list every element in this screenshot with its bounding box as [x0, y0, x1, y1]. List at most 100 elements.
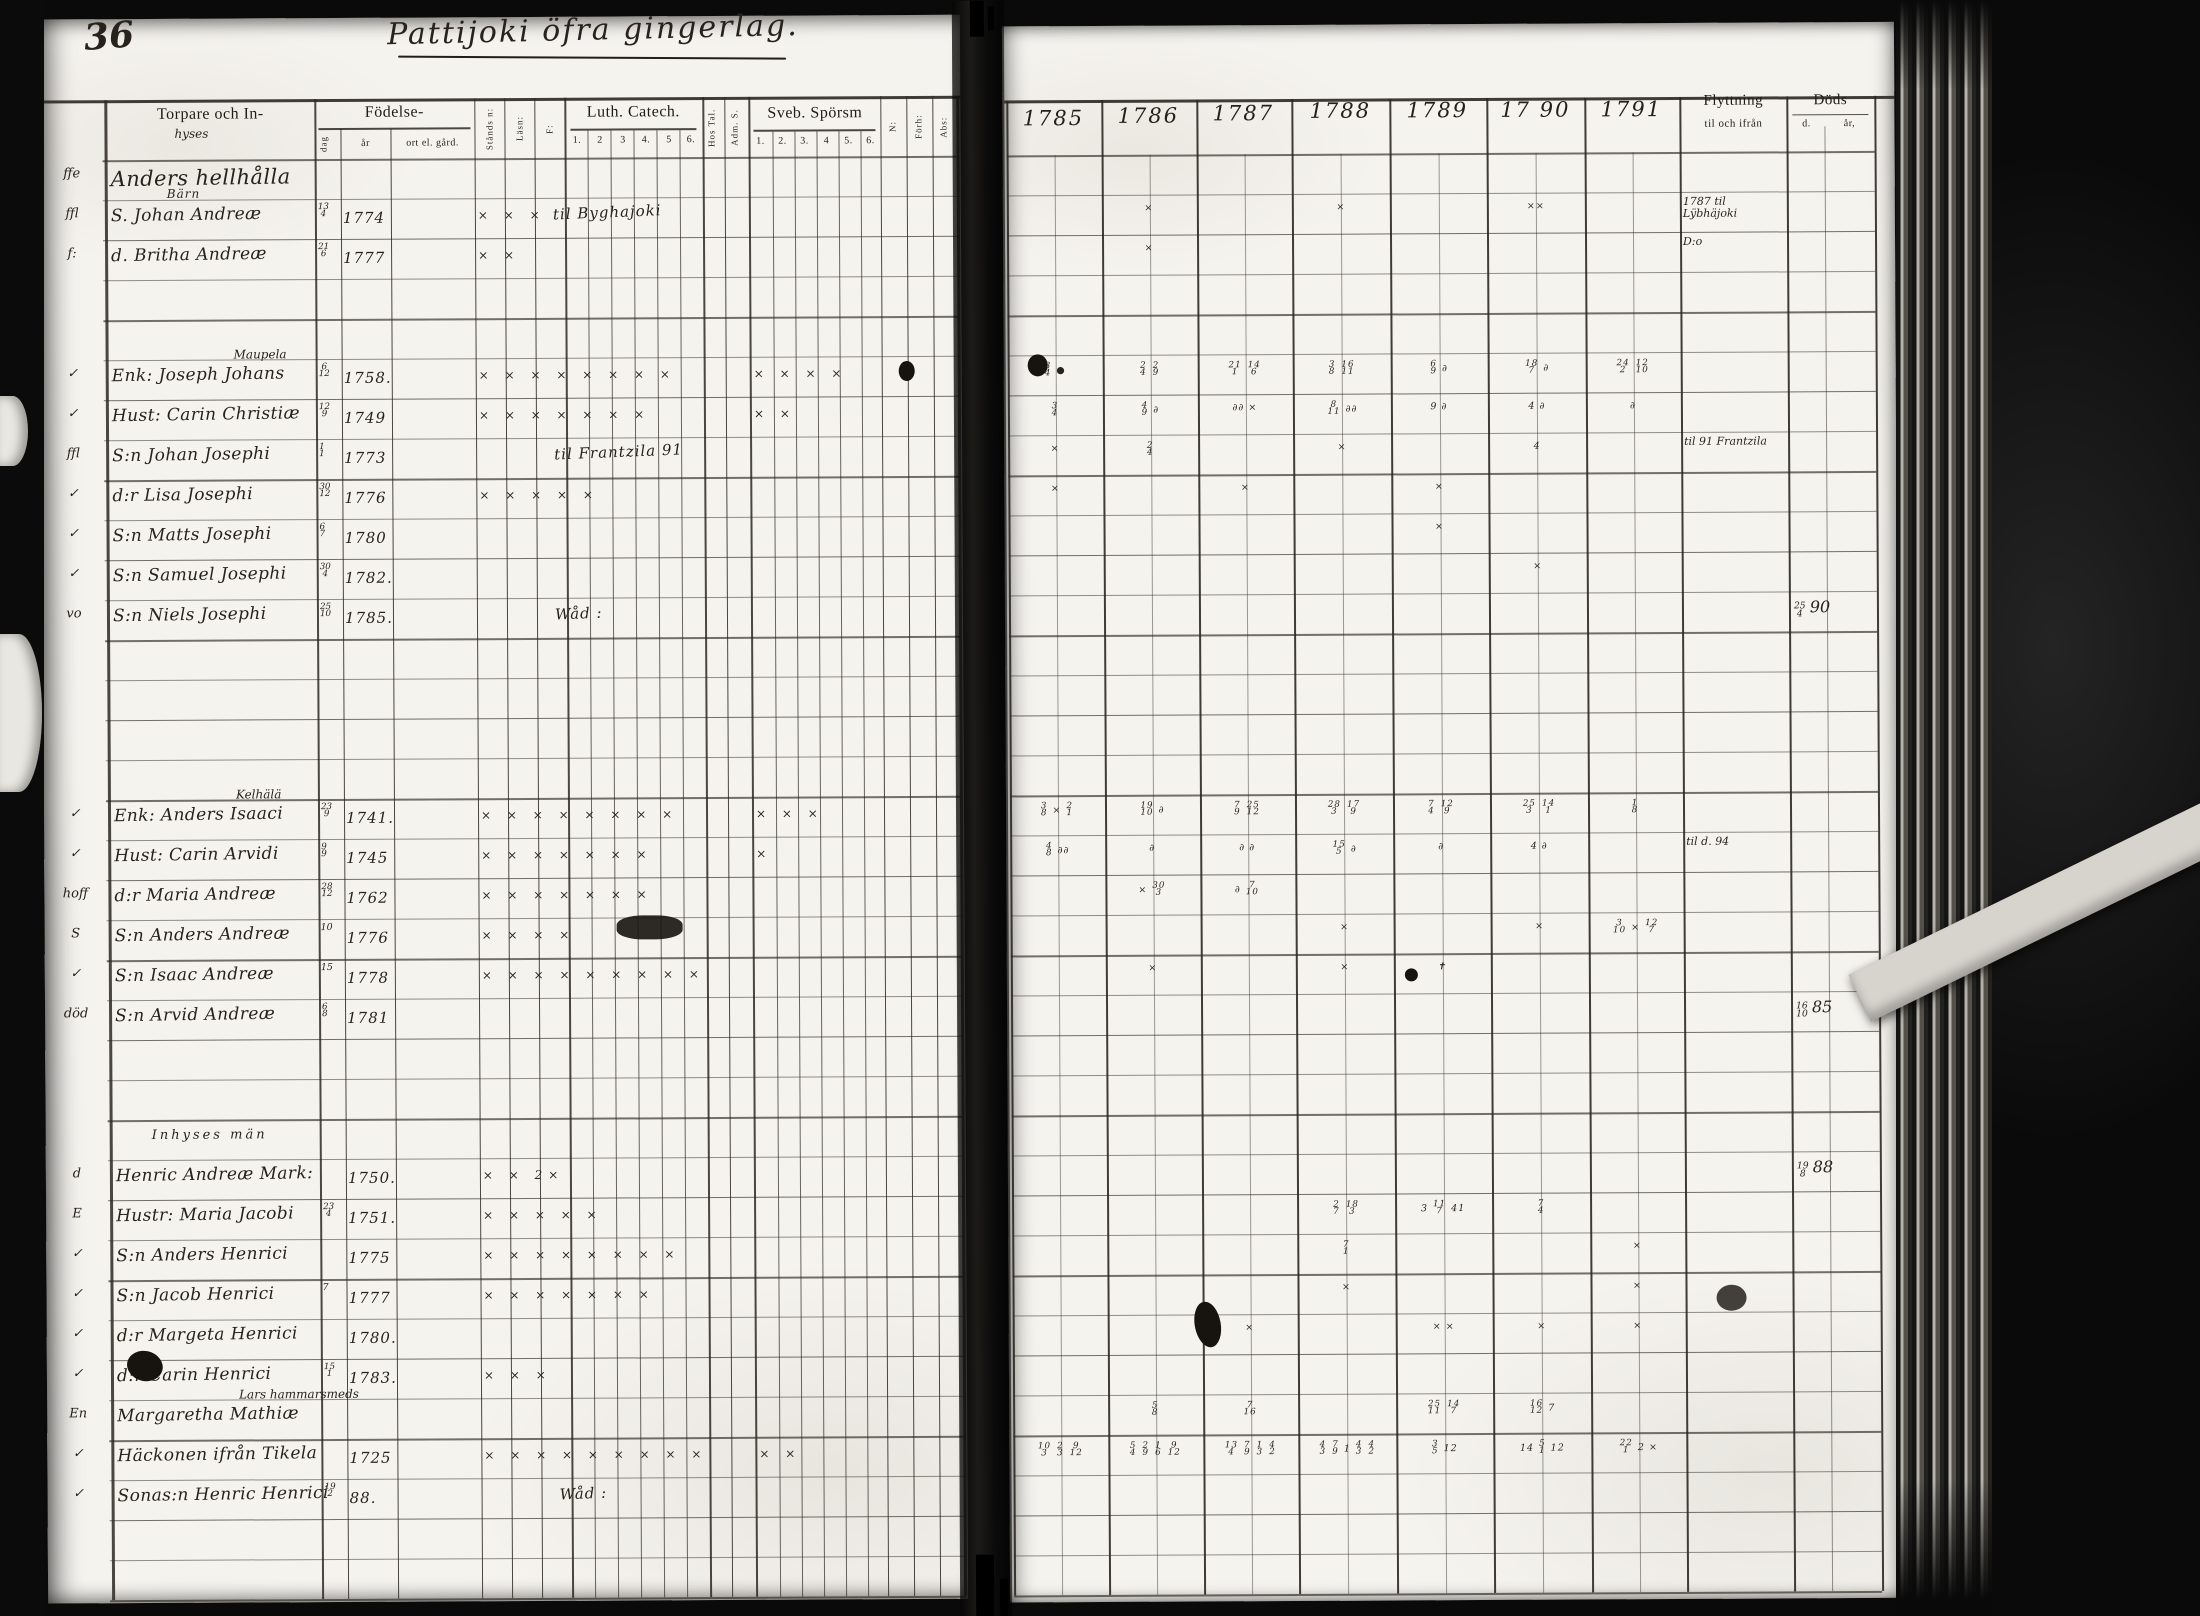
row-marker: ✓: [69, 846, 81, 862]
subcol-adm-s: Adm. S.: [729, 109, 740, 147]
year-header-1790: 17 90: [1500, 97, 1571, 122]
year-header-1787: 1787: [1212, 101, 1275, 126]
birth-day: 15: [320, 962, 333, 974]
person-name: Hust: Carin Arvidi: [114, 843, 279, 867]
flytt-note: 1787 til Lÿbhäjoki: [1682, 194, 1738, 220]
birth-day: 30 4: [319, 562, 331, 580]
row-marker: E: [72, 1206, 82, 1222]
birth-year: 1776: [346, 928, 389, 947]
person-name: S:n Samuel Josephi: [112, 563, 287, 587]
birth-year: 1745: [346, 848, 389, 867]
communion-mark: ×: [1537, 1320, 1547, 1332]
row-marker: En: [69, 1406, 88, 1422]
person-name: Margaretha Mathiæ: [117, 1403, 300, 1427]
subcol-hos-tal: Hos Tal.: [706, 108, 717, 148]
communion-mark: 3 11 7 41: [1420, 1199, 1466, 1217]
birth-year: 1780.: [348, 1328, 397, 1347]
communion-mark: ×: [1633, 1320, 1643, 1332]
person-name: Häckonen ifrån Tikela: [117, 1443, 318, 1467]
person-name: S:n Anders Andreæ: [114, 923, 291, 947]
communion-mark: ×: [1148, 962, 1158, 974]
flytt-note: D:o: [1683, 234, 1703, 248]
birth-day: 30 12: [319, 482, 331, 500]
luth-catech-marks: × × × × × × × ×: [483, 1247, 681, 1263]
luth-catech-marks: × × 2×: [482, 1167, 565, 1183]
book-spine: [951, 0, 1013, 1616]
communion-mark: ×: [1341, 1281, 1352, 1293]
birth-year: 1750.: [347, 1168, 396, 1187]
communion-mark: 4: [1533, 440, 1541, 452]
sveb-num-3: 3.: [800, 135, 809, 147]
dods-subcol-ar: år,: [1843, 118, 1856, 130]
communion-mark: 3 10 × 12 7: [1612, 918, 1659, 936]
row-marker: ✓: [72, 1366, 84, 1382]
household-note: Bärn: [166, 186, 201, 201]
fold-mark: [987, 6, 994, 31]
subcol-abs: Abs:: [938, 116, 949, 138]
birth-day: 10: [320, 922, 333, 934]
birth-day: 19 2: [324, 1482, 336, 1500]
row-marker: f:: [67, 246, 77, 262]
birth-day: 6 12: [318, 362, 330, 380]
luth-catech-marks: × × × × × × ×: [481, 887, 653, 903]
col-header-dods: Döds: [1813, 92, 1848, 109]
person-name: Henric Andreæ Mark:: [115, 1163, 314, 1187]
fold-mark: [975, 1554, 995, 1616]
communion-mark: 28 3 17 9: [1327, 799, 1361, 818]
luth-catech-marks: × × × × × × ×: [481, 847, 653, 863]
row-marker: ✓: [72, 1326, 84, 1342]
communion-mark: × ×: [1432, 1321, 1455, 1333]
communion-mark: 7 16: [1243, 1400, 1257, 1418]
luth-num-1: 1.: [572, 134, 582, 146]
ink-blot: [898, 360, 915, 382]
row-marker: ✓: [70, 966, 82, 982]
sveb-sporsm-marks: × ×: [753, 406, 796, 421]
person-name: d:r Margeta Henrici: [116, 1323, 298, 1347]
col-header-flyttning-sub: til och ifrån: [1704, 117, 1763, 130]
death-date: 25 4 90: [1793, 597, 1831, 619]
household-name: Maupela: [233, 347, 287, 362]
birth-year: 1777: [348, 1288, 391, 1307]
finger: [0, 634, 42, 792]
communion-mark: ×: [1240, 482, 1250, 494]
row-marker: ✓: [67, 486, 79, 502]
subcol-ar: år: [361, 137, 370, 149]
dods-subcol-d: d.: [1802, 118, 1811, 130]
row-marker: ✓: [68, 566, 80, 582]
sveb-num-1: 1.: [756, 135, 765, 147]
luth-num-6: 6.: [686, 134, 696, 146]
luth-catech-marks: × × × × × × × ×: [480, 807, 679, 823]
person-name: Enk: Joseph Johans: [111, 363, 285, 387]
page-number: 36: [82, 13, 136, 59]
left-scan-border: [0, 0, 44, 1616]
birth-year: 1781: [347, 1008, 390, 1027]
row-marker: S: [71, 926, 81, 942]
communion-mark: ×: [1144, 202, 1154, 214]
communion-mark: 25 11 14 7: [1427, 1399, 1461, 1417]
birth-year: 88.: [349, 1488, 377, 1507]
birth-year: 1774: [342, 208, 386, 227]
luth-catech-marks: × × × × × × ×: [483, 1287, 655, 1303]
birth-day: 13 4: [317, 202, 329, 220]
death-date: 19 8 88: [1796, 1157, 1834, 1179]
luth-catech-marks: × × × × × × ×: [478, 407, 651, 423]
sveb-sporsm-marks: × × × ×: [753, 366, 848, 381]
person-name: Hust: Carin Christiæ: [111, 403, 301, 427]
communion-mark: 19 10 ∂: [1140, 800, 1165, 819]
communion-mark: ×: [1434, 481, 1444, 493]
communion-mark: 22 1 2 ×: [1619, 1438, 1658, 1456]
flytt-note: til d. 94: [1686, 834, 1730, 848]
book-fore-edge: [1896, 0, 1996, 1616]
row-marker: ffl: [66, 446, 80, 462]
